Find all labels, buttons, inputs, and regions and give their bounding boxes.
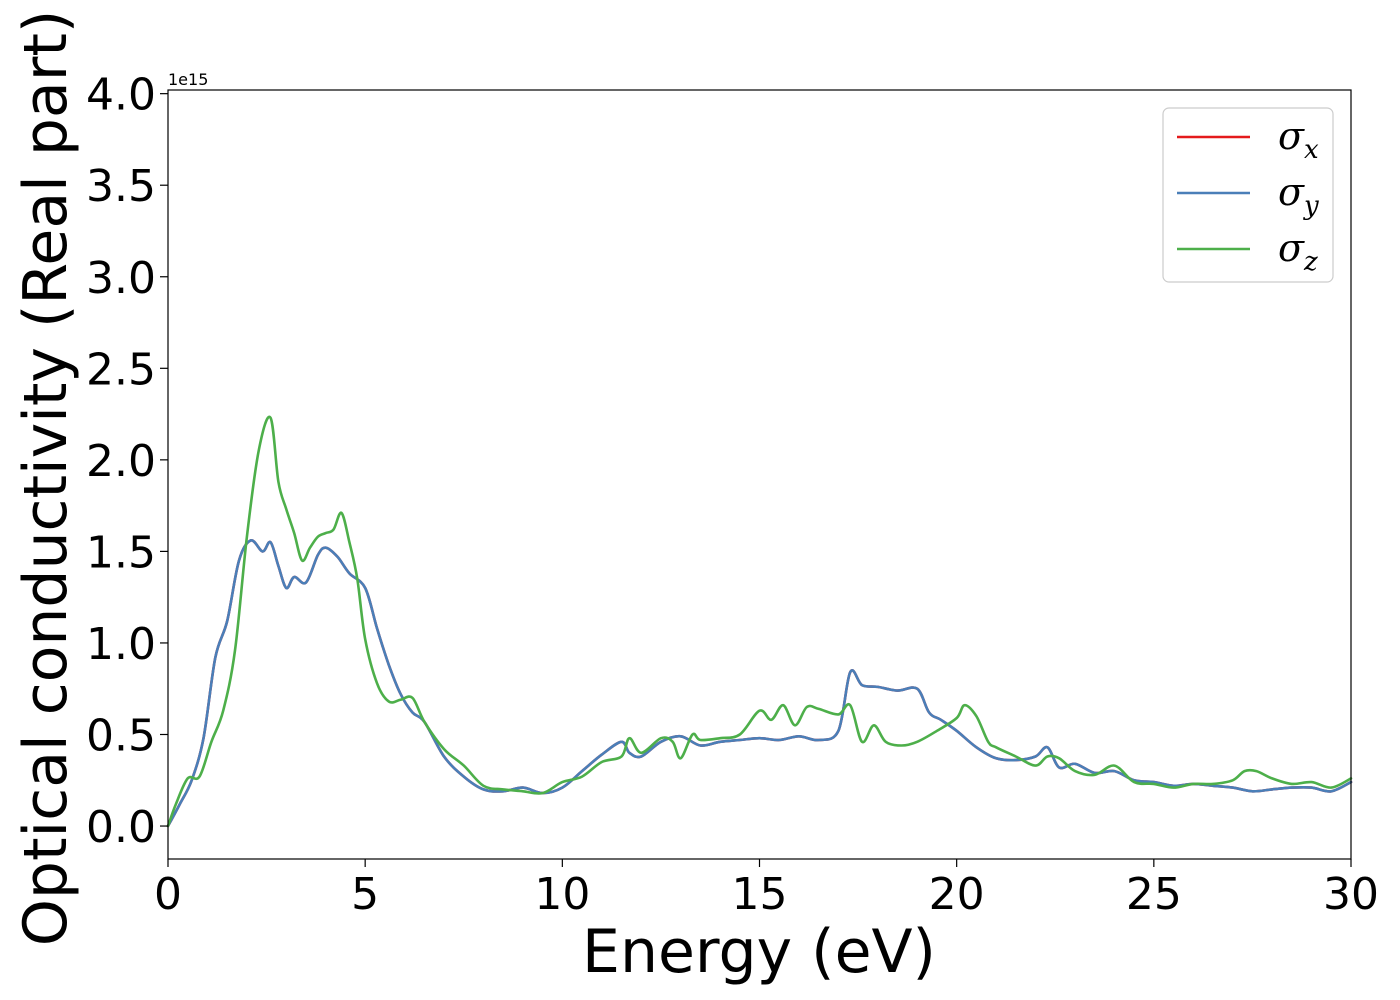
x-tick-label: 15 xyxy=(732,869,788,920)
series-line-z xyxy=(166,415,1353,828)
y-axis: 0.0 0.5 1.0 1.5 2.0 2.5 3.0 3.5 4.0 xyxy=(86,70,168,853)
x-tick-label: 30 xyxy=(1323,869,1379,920)
x-tick-label: 10 xyxy=(534,869,590,920)
y-tick-label: 3.5 xyxy=(86,161,156,212)
x-axis: 0 5 10 15 20 25 30 xyxy=(154,859,1379,920)
y-tick-label: 0.0 xyxy=(86,802,156,853)
y-tick-label: 2.5 xyxy=(86,344,156,395)
legend-label-x: σx xyxy=(1278,114,1319,165)
x-tick-label: 20 xyxy=(929,869,985,920)
y-tick-label: 4.0 xyxy=(86,70,156,121)
legend-label-z: σz xyxy=(1278,226,1318,277)
y-offset-label: 1e15 xyxy=(168,70,208,89)
y-tick-label: 3.0 xyxy=(86,253,156,304)
x-tick-label: 5 xyxy=(351,869,379,920)
y-axis-label: Optical conductivity (Real part) xyxy=(11,10,81,947)
y-tick-label: 1.5 xyxy=(86,527,156,578)
x-tick-label: 0 xyxy=(154,869,182,920)
x-axis-label: Energy (eV) xyxy=(582,917,936,987)
x-tick-label: 25 xyxy=(1126,869,1182,920)
series-line-y xyxy=(166,539,1353,828)
y-tick-label: 1.0 xyxy=(86,619,156,670)
legend-frame xyxy=(1162,107,1334,283)
y-tick-label: 2.0 xyxy=(86,436,156,487)
series-layer xyxy=(166,415,1353,828)
legend-label-y: σy xyxy=(1278,170,1319,221)
y-tick-label: 0.5 xyxy=(86,710,156,761)
